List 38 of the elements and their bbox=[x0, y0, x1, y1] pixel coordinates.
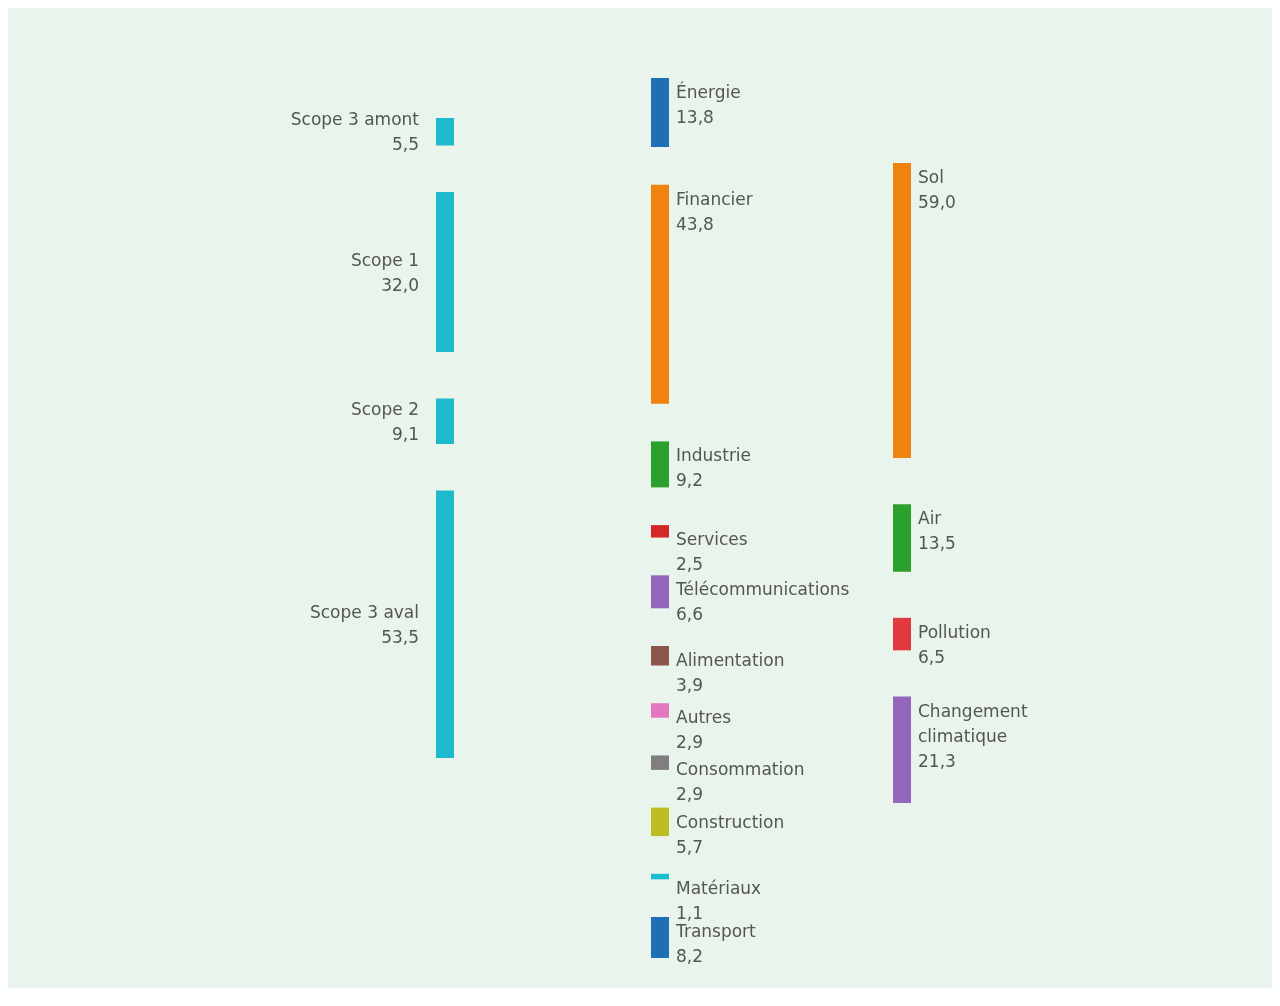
data-label: 32,0 bbox=[381, 274, 419, 295]
category-label: Scope 2 bbox=[350, 398, 419, 419]
data-label: 6,6 bbox=[676, 604, 704, 625]
data-label: 5,5 bbox=[391, 134, 419, 155]
data-label: 8,2 bbox=[676, 946, 704, 966]
data-label: 53,5 bbox=[381, 626, 419, 647]
data-label: 2,9 bbox=[676, 784, 704, 805]
category-label: Alimentation bbox=[676, 650, 785, 670]
category-label: Consommation bbox=[676, 759, 805, 780]
category-label: Pollution bbox=[918, 621, 991, 642]
data-label: 3,9 bbox=[676, 675, 704, 695]
data-label: 13,5 bbox=[918, 533, 956, 554]
category-label: Scope 1 bbox=[350, 249, 419, 270]
category-label: Air bbox=[918, 508, 942, 529]
category-label: Télécommunications bbox=[675, 579, 850, 600]
category-label: Sol bbox=[918, 167, 944, 187]
data-label: 2,9 bbox=[676, 732, 704, 753]
data-label: 59,0 bbox=[918, 192, 956, 212]
category-label: Construction bbox=[676, 811, 785, 832]
data-label: 2,5 bbox=[676, 554, 704, 575]
data-label: 21,3 bbox=[918, 750, 956, 771]
data-label: 5,7 bbox=[676, 836, 704, 857]
data-label: 13,8 bbox=[676, 107, 714, 127]
category-label: Scope 3 aval bbox=[309, 601, 419, 622]
category-label: Matériaux bbox=[676, 877, 762, 898]
category-label: Transport bbox=[675, 921, 757, 941]
category-label: Services bbox=[676, 529, 748, 550]
category-label: Financier bbox=[676, 188, 753, 209]
data-label: 9,2 bbox=[676, 470, 704, 491]
data-label: 9,1 bbox=[391, 423, 419, 444]
category-label: Industrie bbox=[676, 445, 752, 466]
data-label: 43,8 bbox=[676, 213, 714, 234]
category-label: Changement climatique bbox=[918, 700, 1028, 746]
data-label: 6,5 bbox=[918, 646, 946, 667]
category-label: Autres bbox=[676, 707, 732, 728]
data-label: 1,1 bbox=[676, 902, 704, 923]
category-label: Énergie bbox=[676, 81, 741, 102]
category-label: Scope 3 amont bbox=[290, 109, 420, 130]
